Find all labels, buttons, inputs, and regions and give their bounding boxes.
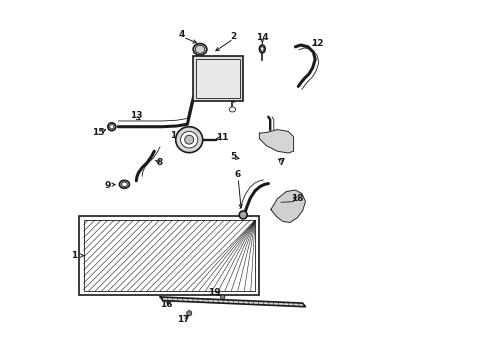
Bar <box>79 216 259 295</box>
Bar <box>196 59 240 98</box>
Text: 15: 15 <box>92 128 105 137</box>
Ellipse shape <box>196 45 205 53</box>
Polygon shape <box>271 190 305 222</box>
Ellipse shape <box>185 135 194 144</box>
Text: 7: 7 <box>278 158 285 167</box>
Ellipse shape <box>176 127 203 153</box>
Text: 10: 10 <box>171 130 183 139</box>
Text: 2: 2 <box>230 32 237 41</box>
Text: 16: 16 <box>160 300 173 309</box>
Text: 4: 4 <box>178 31 184 40</box>
Text: 17: 17 <box>177 315 190 324</box>
Ellipse shape <box>108 123 116 131</box>
Ellipse shape <box>120 180 129 188</box>
Ellipse shape <box>261 46 264 51</box>
Bar <box>193 56 243 101</box>
Ellipse shape <box>229 107 236 112</box>
Bar <box>84 220 255 291</box>
Ellipse shape <box>110 125 114 129</box>
Text: 13: 13 <box>130 111 143 120</box>
Bar <box>84 220 255 291</box>
Text: 8: 8 <box>156 158 163 167</box>
Ellipse shape <box>122 182 127 186</box>
Ellipse shape <box>180 131 198 148</box>
Text: 11: 11 <box>217 133 229 142</box>
Ellipse shape <box>259 45 265 53</box>
Ellipse shape <box>239 211 247 219</box>
Text: 9: 9 <box>104 180 111 189</box>
Text: 19: 19 <box>208 288 220 297</box>
Text: 12: 12 <box>311 40 323 49</box>
Text: 18: 18 <box>291 194 303 203</box>
Ellipse shape <box>220 295 225 299</box>
Ellipse shape <box>187 311 192 316</box>
Text: 14: 14 <box>256 33 269 42</box>
Polygon shape <box>259 130 294 153</box>
Ellipse shape <box>193 44 207 55</box>
Text: 3: 3 <box>230 71 237 80</box>
Text: 1: 1 <box>71 251 77 260</box>
Polygon shape <box>160 297 305 307</box>
Text: 6: 6 <box>235 170 241 179</box>
Text: 5: 5 <box>230 152 237 161</box>
